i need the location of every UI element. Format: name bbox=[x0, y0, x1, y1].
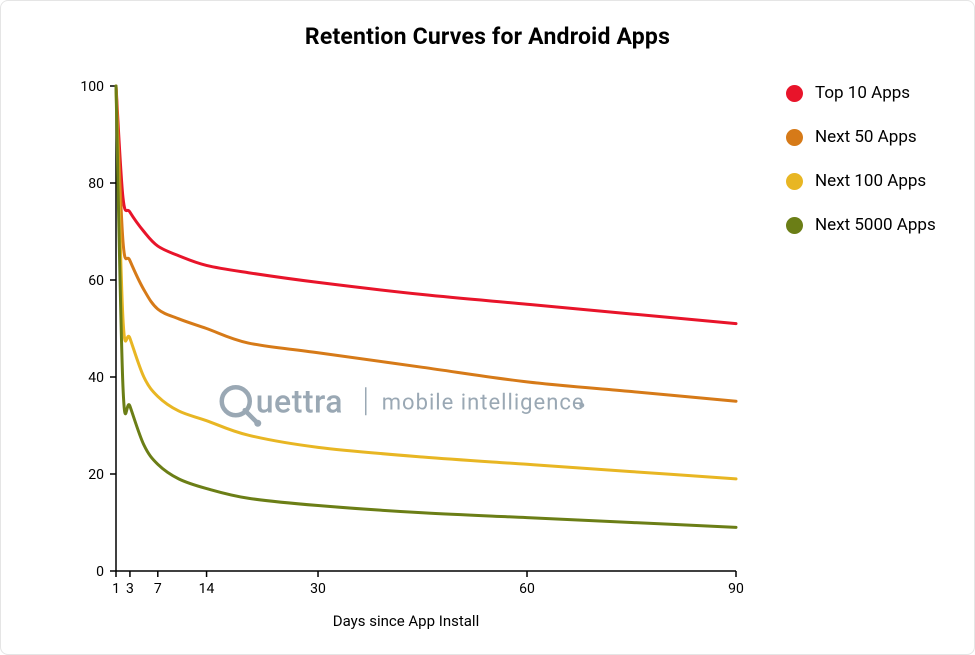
legend-label: Top 10 Apps bbox=[815, 83, 910, 103]
watermark-tail-icon bbox=[245, 410, 256, 421]
legend-label: Next 100 Apps bbox=[815, 171, 926, 191]
series-line bbox=[116, 86, 736, 401]
chart-svg: 0 20 40 60 80 100 13 7 14 30 60 90 uettra mobile inte… bbox=[56, 71, 756, 626]
chart-title: Retention Curves for Android Apps bbox=[1, 23, 974, 50]
y-tick-label: 40 bbox=[88, 370, 104, 386]
legend: Top 10 Apps Next 50 Apps Next 100 Apps Next… bbox=[786, 83, 946, 259]
legend-label: Next 50 Apps bbox=[815, 127, 917, 147]
legend-dot-icon bbox=[786, 173, 803, 190]
legend-dot-icon bbox=[786, 129, 803, 146]
legend-item: Top 10 Apps bbox=[786, 83, 946, 103]
x-tick-label: 3 bbox=[126, 581, 134, 597]
legend-label: Next 5000 Apps bbox=[815, 215, 936, 235]
series-line bbox=[116, 86, 736, 479]
chart-area: 0 20 40 60 80 100 13 7 14 30 60 90 uettra mobile inte… bbox=[56, 71, 756, 626]
y-tick-label: 80 bbox=[88, 176, 104, 192]
series-line bbox=[116, 86, 736, 324]
watermark: uettra mobile intelligence bbox=[222, 382, 585, 427]
chart-card: Retention Curves for Android Apps 0 20 40 6… bbox=[0, 0, 975, 655]
watermark-tagline: mobile intelligence bbox=[382, 390, 585, 415]
legend-dot-icon bbox=[786, 217, 803, 234]
x-tick-label: 7 bbox=[154, 581, 162, 597]
watermark-period-icon bbox=[579, 403, 584, 408]
series-line bbox=[116, 86, 736, 527]
legend-item: Next 5000 Apps bbox=[786, 215, 946, 235]
legend-item: Next 100 Apps bbox=[786, 171, 946, 191]
watermark-brand: uettra bbox=[256, 382, 343, 420]
y-tick-label: 60 bbox=[88, 273, 104, 289]
y-tick-label: 100 bbox=[80, 79, 104, 95]
legend-dot-icon bbox=[786, 85, 803, 102]
legend-item: Next 50 Apps bbox=[786, 127, 946, 147]
watermark-dot-icon bbox=[254, 420, 261, 427]
x-tick-label: 60 bbox=[519, 581, 535, 597]
x-tick-label: 1 bbox=[112, 581, 120, 597]
y-tick-label: 0 bbox=[96, 564, 104, 580]
x-tick-label: 90 bbox=[728, 581, 744, 597]
x-tick-label: 14 bbox=[199, 581, 215, 597]
x-tick-label: 30 bbox=[310, 581, 326, 597]
x-axis-label: Days since App Install bbox=[56, 612, 756, 630]
y-tick-label: 20 bbox=[88, 467, 104, 483]
